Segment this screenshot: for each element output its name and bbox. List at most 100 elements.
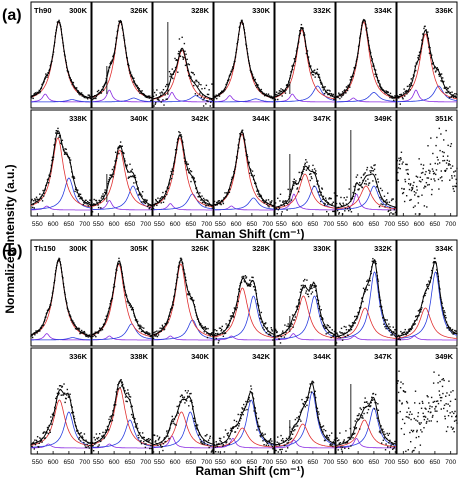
data-point <box>186 395 189 398</box>
data-point <box>58 258 61 260</box>
data-point <box>34 92 37 94</box>
data-point <box>328 438 330 441</box>
data-point <box>243 280 245 282</box>
fit-peak-high <box>213 197 274 211</box>
data-point <box>393 99 395 102</box>
data-point <box>184 390 187 392</box>
data-point <box>336 440 339 442</box>
data-point <box>422 167 424 170</box>
panel-label-a: (a) <box>2 7 22 24</box>
data-point <box>450 143 453 145</box>
data-point <box>261 432 264 434</box>
data-point <box>322 89 325 91</box>
data-point <box>428 46 430 48</box>
subplot-frame <box>335 1 397 109</box>
data-point <box>311 381 313 383</box>
data-point <box>336 195 338 197</box>
data-point <box>207 204 210 207</box>
data-point <box>180 258 183 261</box>
data-point <box>238 425 240 427</box>
data-point <box>451 177 453 179</box>
data-point <box>109 416 111 418</box>
data-point <box>372 65 374 67</box>
data-point <box>408 328 410 331</box>
data-point <box>322 86 324 89</box>
data-point <box>157 439 160 441</box>
data-point <box>32 442 34 444</box>
data-point <box>262 434 265 436</box>
data-point <box>110 61 112 63</box>
data-point <box>421 431 423 433</box>
data-point <box>346 207 349 210</box>
data-point <box>33 448 36 450</box>
data-point <box>349 86 351 88</box>
data-point <box>371 167 374 169</box>
data-point <box>102 89 105 91</box>
data-point <box>334 333 336 335</box>
data-point <box>296 305 298 307</box>
data-point <box>91 96 93 99</box>
temperature-label: 330K <box>252 6 271 15</box>
data-point <box>367 408 370 411</box>
data-point <box>146 205 149 208</box>
data-point <box>284 90 286 93</box>
data-point <box>127 389 129 391</box>
fit-total <box>335 173 397 209</box>
data-point <box>440 399 442 402</box>
data-point <box>80 332 82 334</box>
data-point <box>404 180 407 183</box>
data-point <box>358 428 361 430</box>
data-point <box>222 444 225 446</box>
data-point <box>317 191 320 193</box>
data-point <box>316 407 319 410</box>
data-point <box>81 95 83 97</box>
data-point <box>436 163 439 165</box>
data-point <box>347 210 350 212</box>
data-point <box>267 94 269 96</box>
data-point <box>335 451 337 453</box>
data-point <box>418 195 420 198</box>
data-point <box>180 49 183 51</box>
data-point <box>342 332 344 335</box>
data-point <box>93 198 95 201</box>
data-point <box>300 420 302 422</box>
data-point <box>410 418 412 421</box>
data-point <box>90 442 92 444</box>
data-point <box>204 327 206 329</box>
data-point <box>55 397 57 400</box>
data-point <box>429 170 431 172</box>
temperature-label: 330K <box>313 244 332 253</box>
data-point <box>64 151 67 154</box>
data-point <box>382 203 384 206</box>
data-point <box>166 430 168 432</box>
data-point <box>267 330 269 333</box>
data-point <box>228 324 230 327</box>
fit-peak-high <box>31 99 91 103</box>
data-point <box>97 332 99 334</box>
x-tick-label: 700 <box>140 221 151 228</box>
data-point <box>55 132 57 134</box>
subplot-frame <box>213 347 275 455</box>
data-point <box>191 296 193 299</box>
data-point <box>87 205 89 207</box>
data-point <box>100 92 103 94</box>
data-point <box>33 199 35 202</box>
data-point <box>440 73 443 75</box>
fit-peak-low <box>336 335 396 341</box>
data-point <box>447 415 450 417</box>
data-point <box>391 448 394 450</box>
data-point <box>272 447 275 449</box>
data-point <box>294 60 297 63</box>
data-point <box>193 420 195 423</box>
data-point <box>393 331 395 333</box>
subplot-frame <box>91 239 153 347</box>
data-point <box>417 415 419 418</box>
data-point <box>201 94 204 96</box>
data-point <box>291 323 293 326</box>
data-point <box>30 97 33 99</box>
data-point <box>203 97 205 100</box>
data-point <box>138 193 141 195</box>
data-point <box>425 29 427 31</box>
data-point <box>155 440 157 442</box>
subplot-frame <box>30 1 92 109</box>
